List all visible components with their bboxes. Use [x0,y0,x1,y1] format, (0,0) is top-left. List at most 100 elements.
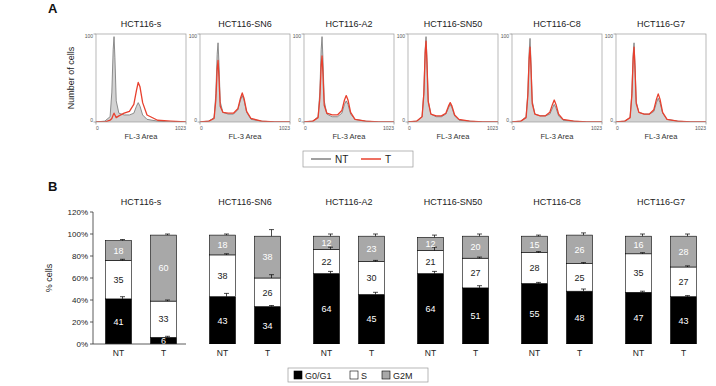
bar-segment [463,258,489,288]
error-cap [685,265,690,266]
histogram-area [96,37,186,122]
bar-segment [314,249,340,273]
x-axis-label: FL-3 Area [541,132,575,141]
data-label: 45 [366,314,376,324]
bar-segment [567,235,593,264]
x-tick-label: 0 [200,125,203,131]
data-label: 23 [366,244,376,254]
x-tick-label: 0 [96,125,99,131]
legend-box [303,151,413,167]
histogram-line [616,47,706,122]
data-label: 22 [321,257,331,267]
plot-frame [304,34,394,122]
y-tick-label: 20% [72,318,88,327]
bar-segment [463,236,489,258]
data-label: 30 [366,273,376,283]
data-label: 26 [574,245,584,255]
bar-panel: HCT116-SN6433438261838NTT [210,197,281,358]
plot-area [96,37,186,122]
category-label: NT [321,348,332,358]
error-cap [640,252,645,253]
bar-panel: HCT116-sB41635331860NTT0%20%40%60%80%100… [44,179,428,382]
legend-label: G0/G1 [305,371,332,381]
plot-area [512,38,602,122]
category-label: NT [217,348,228,358]
bar-segment [359,262,385,295]
bar-segment [106,260,132,299]
y-axis-label: % cells [44,263,54,292]
histogram-line [304,56,394,122]
error-cap [373,260,378,261]
data-label: 64 [321,304,331,314]
error-bar [432,235,437,237]
y-tick [90,212,93,213]
background [0,0,716,386]
data-label: 35 [633,268,643,278]
category-label: T [577,348,582,358]
data-label: 55 [529,309,539,319]
error-cap [536,235,541,236]
error-cap [477,234,482,235]
category-label: NT [633,348,644,358]
error-cap [536,282,541,283]
y-tick-label: 60% [72,274,88,283]
bar-panel: HCT116-A2644522301223NTT [314,197,385,358]
y-tick-label: 100% [68,230,88,239]
bar-segment [255,307,281,344]
error-bar [373,292,378,294]
legend-swatch [382,371,390,379]
error-cap [432,271,437,272]
x-tick-label: 1023 [591,125,602,131]
bar-segment [314,236,340,249]
data-label: 33 [158,314,168,324]
error-cap [120,239,125,240]
error-cap [373,292,378,293]
y-tick [614,34,617,35]
error-cap [165,300,170,301]
data-label: 28 [678,247,688,257]
error-cap [269,305,274,306]
x-axis-label: FL-3 Area [645,132,679,141]
chart-title: HCT116-SN50 [424,19,482,29]
figure: HCT116-sA010230100FL-3 AreaNumber of cel… [0,0,716,386]
y-tick [510,122,513,123]
error-cap [269,274,274,275]
error-bar [165,234,170,235]
data-label: 43 [217,316,227,326]
bar-panel: HCT116-C8554828251526NTT [522,197,593,358]
error-cap [432,235,437,236]
y-tick-label: 100 [85,33,94,39]
y-tick-label: 100 [189,33,198,39]
error-bar [536,235,541,236]
bar-segment [671,236,697,267]
legend: G0/G1SG2M [288,368,428,382]
bar-segment [671,297,697,344]
data-label: 38 [262,252,272,262]
histogram-panel: HCT116-sA010230100FL-3 AreaNumber of cel… [48,1,413,167]
x-axis-label: FL-3 Area [333,132,367,141]
data-label: 51 [470,311,480,321]
y-tick-label: 0 [298,117,301,123]
error-bar [581,233,586,235]
histogram-line [96,82,186,122]
data-label: 35 [113,275,123,285]
bar-segment [522,236,548,253]
data-label: 64 [425,304,435,314]
bar-segment [626,254,652,292]
error-cap [581,289,586,290]
error-cap [536,251,541,252]
error-bar [224,293,229,296]
plot-area [304,37,394,122]
chart-title: HCT116-SN6 [218,197,271,207]
error-bar [477,257,482,258]
error-bar [581,263,586,264]
bar-segment [255,236,281,278]
histogram-area [512,38,602,122]
histogram-line [200,60,290,122]
error-bar [269,275,274,278]
histogram-area [304,37,394,122]
histogram-panel: HCT116-A2010230100FL-3 Area [293,19,395,141]
bar-segment [671,267,697,297]
data-label: 12 [321,238,331,248]
error-cap [120,296,125,297]
